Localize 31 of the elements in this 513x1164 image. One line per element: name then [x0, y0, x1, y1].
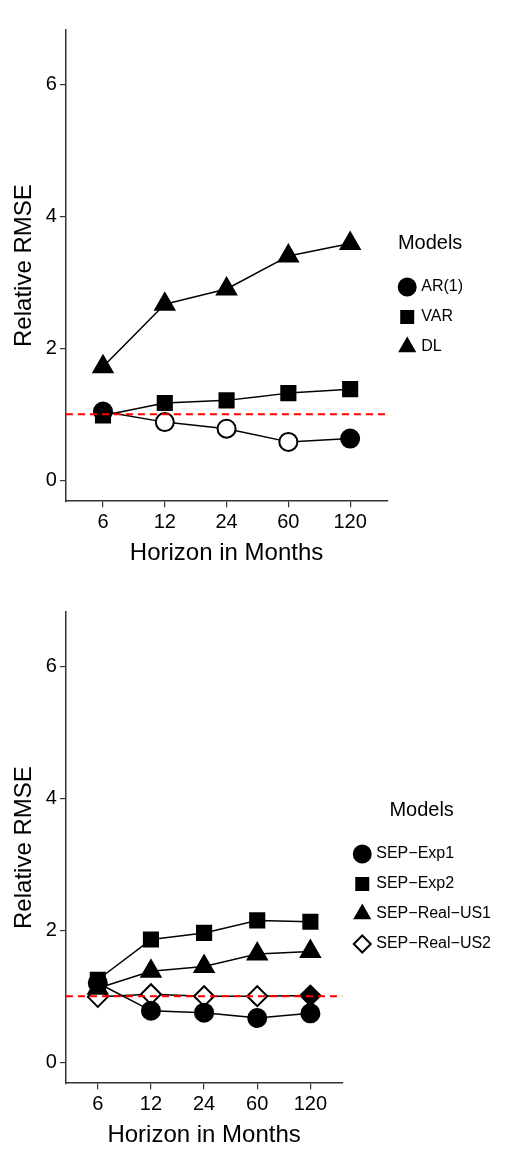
legend-label: DL — [421, 337, 442, 355]
legend-title: Models — [389, 797, 454, 820]
x-tick-label: 6 — [97, 509, 109, 532]
y-tick-label: 0 — [45, 1049, 57, 1072]
x-tick-label: 120 — [333, 509, 367, 532]
y-axis-title: Relative RMSE — [9, 184, 37, 347]
y-axis-title: Relative RMSE — [9, 766, 37, 929]
y-tick-label: 2 — [45, 335, 57, 358]
y-tick-label: 6 — [45, 654, 57, 677]
x-tick-label: 60 — [246, 1091, 269, 1114]
y-tick-label: 6 — [45, 72, 57, 95]
x-axis-title: Horizon in Months — [107, 1120, 301, 1148]
x-tick-label: 120 — [293, 1091, 328, 1114]
legend-label: SEP−Real−US1 — [376, 904, 492, 922]
legend-label: VAR — [421, 307, 453, 325]
x-tick-label: 12 — [153, 509, 176, 532]
legend-label: SEP−Exp2 — [376, 874, 455, 892]
y-tick-label: 4 — [45, 204, 57, 227]
x-tick-label: 24 — [215, 509, 238, 532]
x-tick-label: 12 — [139, 1091, 163, 1114]
x-tick-label: 24 — [192, 1091, 216, 1114]
legend-label: SEP−Exp1 — [376, 844, 455, 862]
y-tick-label: 2 — [45, 917, 57, 940]
y-tick-label: 0 — [45, 467, 57, 490]
legend-title: Models — [397, 230, 463, 253]
legend-label: AR(1) — [421, 277, 463, 295]
x-axis-title: Horizon in Months — [129, 538, 324, 566]
x-tick-label: 60 — [277, 509, 300, 532]
x-tick-label: 6 — [92, 1091, 104, 1114]
y-tick-label: 4 — [45, 786, 57, 809]
legend-label: SEP−Real−US2 — [376, 934, 492, 952]
